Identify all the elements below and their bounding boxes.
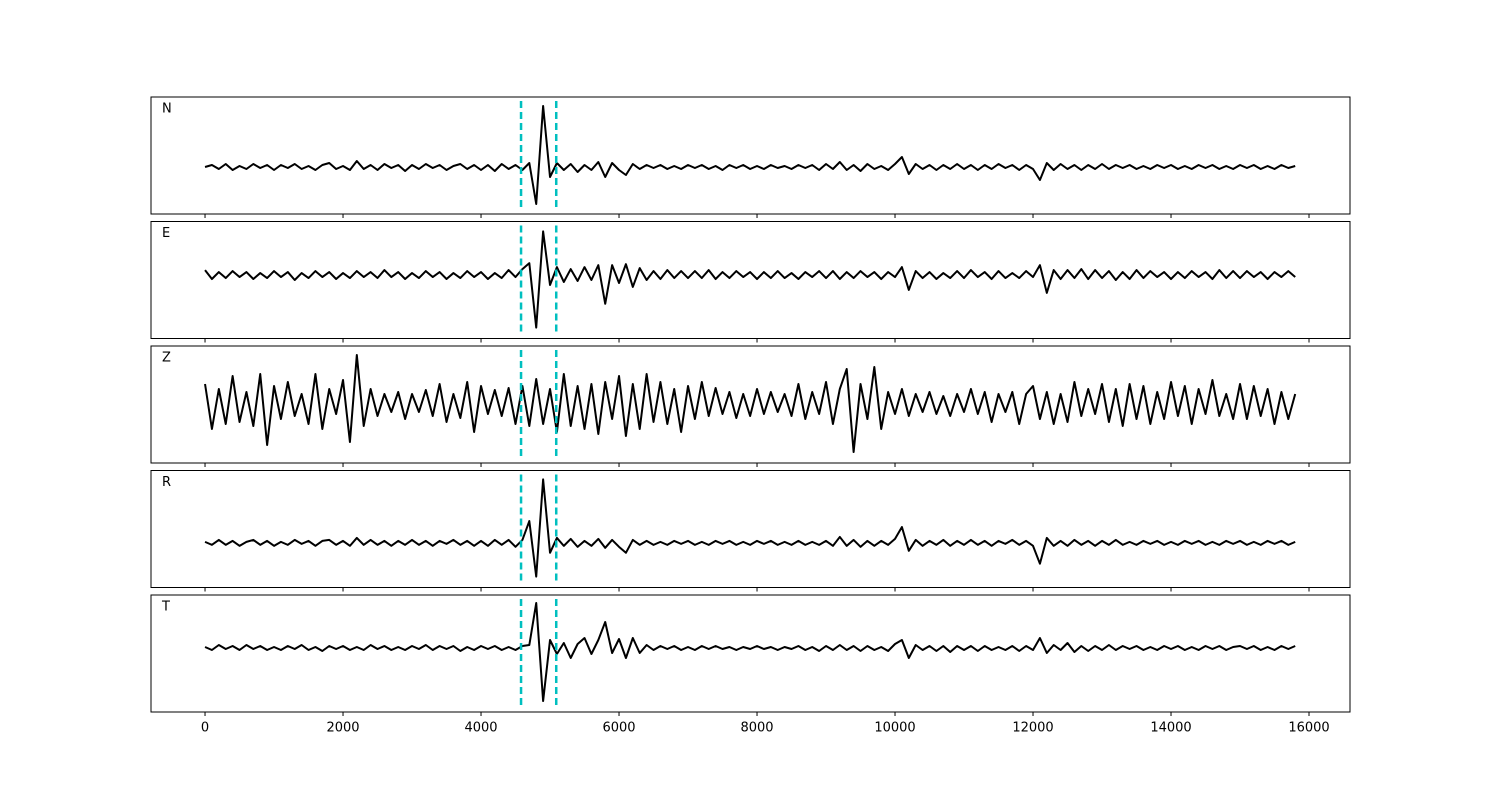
trace	[204, 354, 1297, 453]
panel-label: T	[161, 600, 170, 615]
panel-frame	[150, 470, 1351, 588]
panel-frame	[150, 594, 1351, 713]
x-tick-label: 12000	[1012, 721, 1053, 736]
trace	[204, 478, 1296, 578]
x-tick-label: 0	[201, 721, 209, 736]
panel-frame	[150, 96, 1351, 215]
trace	[204, 105, 1296, 205]
x-tick-label: 4000	[464, 721, 497, 736]
panel-frame	[150, 221, 1351, 339]
panel-label: E	[162, 226, 170, 241]
trace	[204, 602, 1296, 702]
panel-label: Z	[162, 351, 171, 366]
panel-label: R	[162, 475, 171, 490]
x-tick-label: 14000	[1150, 721, 1191, 736]
x-tick-label: 16000	[1288, 721, 1329, 736]
panel-frame	[150, 345, 1351, 464]
x-tick-label: 8000	[740, 721, 773, 736]
x-tick-label: 6000	[602, 721, 635, 736]
trace	[204, 230, 1296, 329]
panel-label: N	[162, 102, 172, 117]
x-tick-label: 2000	[326, 721, 359, 736]
x-tick-label: 10000	[874, 721, 915, 736]
